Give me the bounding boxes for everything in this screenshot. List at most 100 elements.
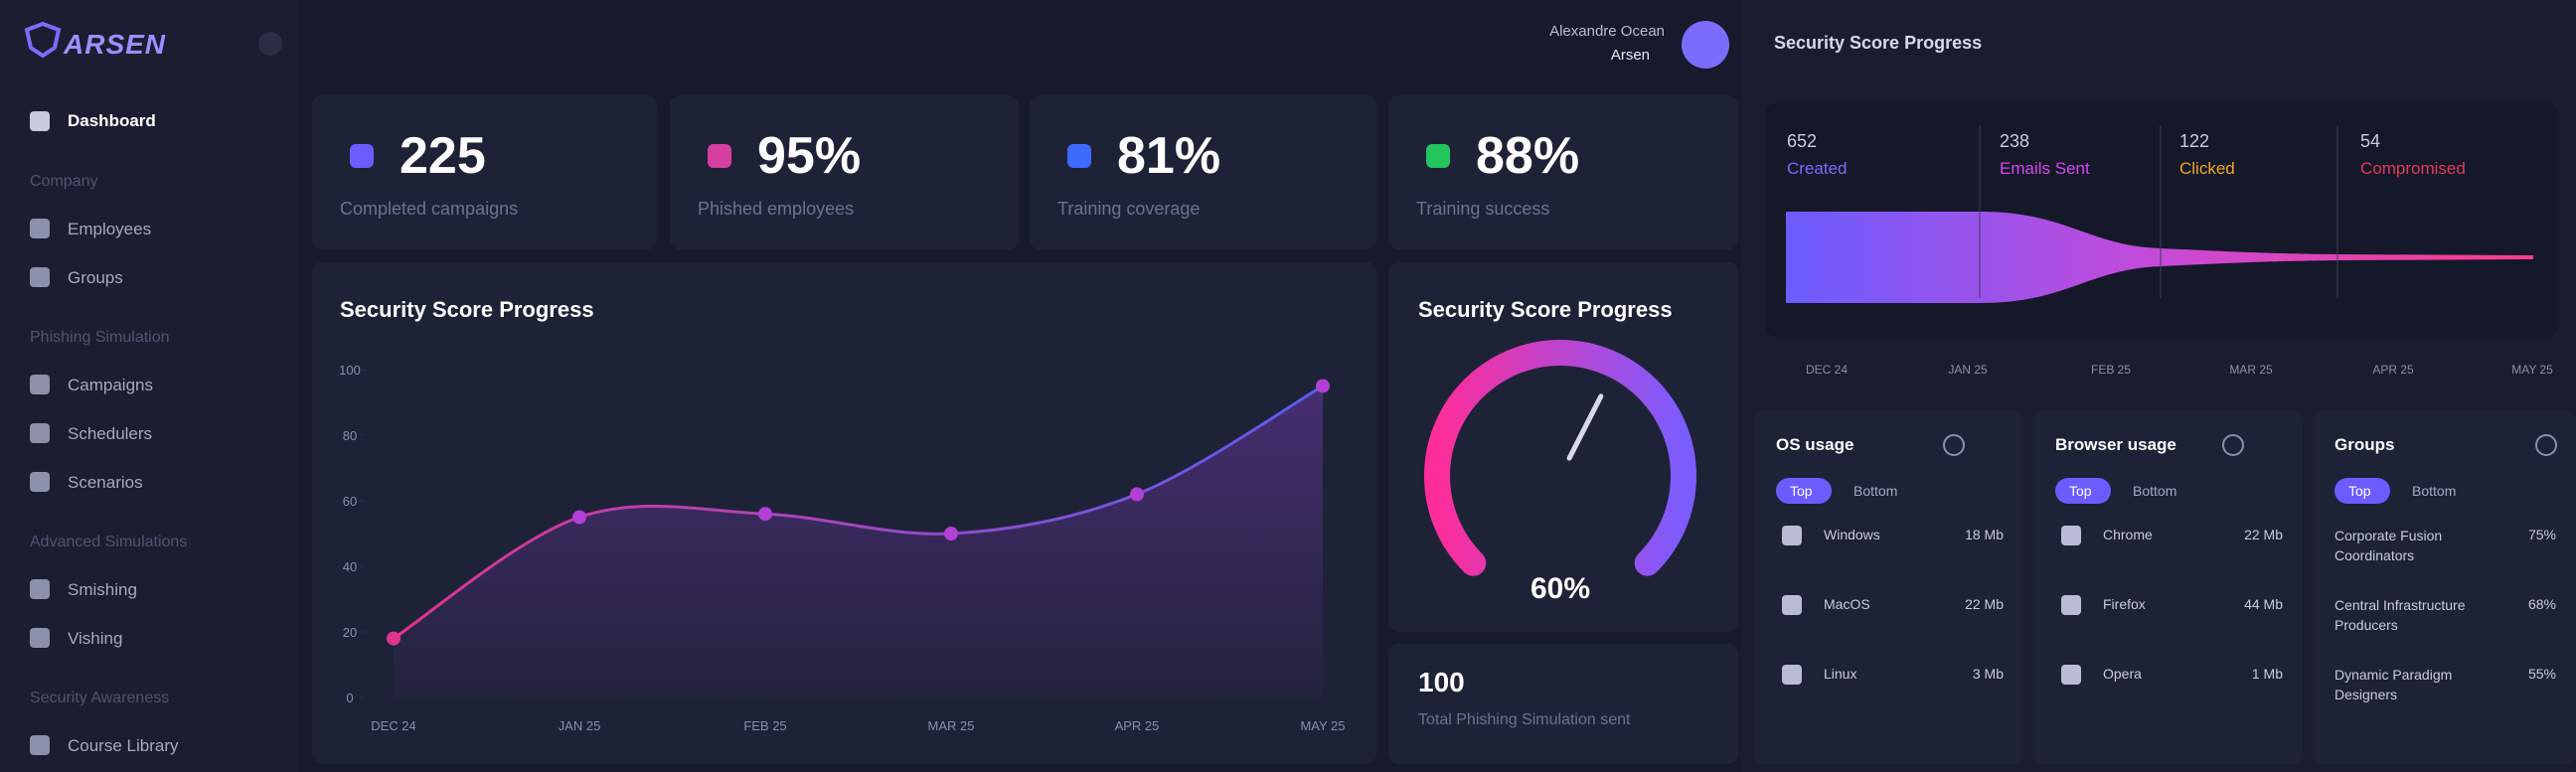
card-title: OS usage [1776,435,1854,454]
nav-item[interactable]: Scenarios [68,473,143,492]
funnel-label: Clicked [2179,159,2235,178]
funnel-shape [1786,212,2533,303]
nav-icon [30,628,50,648]
nav-section: Advanced Simulations [30,534,188,550]
funnel-value: 238 [2000,131,2030,151]
total-value: 100 [1418,667,1465,697]
y-tick-label: 80 [343,428,357,443]
stat-label: Phished employees [698,199,855,219]
row-icon [1782,665,1802,685]
y-tick-label: 20 [343,625,357,640]
funnel-axis-label: APR 25 [2372,363,2414,377]
row-value: 44 Mb [2244,596,2283,612]
stat-card [1388,95,1738,249]
stat-card [312,95,657,249]
line [393,385,1324,640]
funnel-label: Created [1787,159,1848,178]
stat-label: Completed campaigns [340,199,519,219]
collapse-button[interactable] [258,32,282,56]
funnel-axis-label: FEB 25 [2091,363,2131,377]
nav-item[interactable]: Campaigns [68,376,153,394]
stat-icon [1426,144,1450,168]
x-tick-label: JAN 25 [559,718,601,733]
card-title: Groups [2334,435,2395,454]
nav-item[interactable]: Dashboard [68,111,156,130]
nav-icon [30,111,50,131]
nav-icon [30,267,50,287]
y-tick-label: 60 [343,494,357,509]
tab[interactable]: Bottom [1853,483,1898,499]
stat-label: Training success [1416,199,1550,219]
point [1316,379,1330,393]
tab-pill [1776,478,1832,504]
tab-pill [2334,478,2390,504]
gauge-value: 60% [1530,572,1590,605]
point [944,527,958,540]
tab[interactable]: Bottom [2412,483,2457,499]
nav-item[interactable]: Schedulers [68,424,153,443]
nav-section: Company [30,173,98,190]
y-tick-label: 40 [343,559,357,574]
row-name: Central Infrastructure Producers [2334,597,2466,633]
x-tick-label: MAY 25 [1300,718,1345,733]
x-tick-label: MAR 25 [928,718,975,733]
nav-icon [30,735,50,755]
gauge-arc [1424,340,1696,576]
stat-value: 225 [400,127,486,185]
point [1130,487,1144,502]
point [758,507,772,522]
browser-card [2033,410,2303,764]
row-icon [1782,595,1802,615]
row-value: 18 Mb [1965,527,2004,542]
row-name: Linux [1824,666,1857,682]
logo: ARSEN [64,29,167,60]
nav-item[interactable]: Course Library [68,736,179,755]
stat-label: Training coverage [1057,199,1201,219]
row-name: MacOS [1824,596,1870,612]
stat-icon [708,144,731,168]
x-tick-label: DEC 24 [371,718,416,733]
stat-icon [350,144,374,168]
row-value: 3 Mb [1972,666,2004,682]
funnel-value: 54 [2360,131,2381,151]
nav-item[interactable]: Smishing [68,580,137,599]
nav-item[interactable]: Vishing [68,629,123,648]
tab[interactable]: Top [2069,483,2092,499]
nav-icon [30,375,50,394]
funnel-label: Compromised [2360,159,2466,178]
x-tick-label: APR 25 [1115,718,1160,733]
stat-value: 81% [1117,127,1221,185]
funnel-label: Emails Sent [2000,159,2090,178]
os-card [1754,410,2023,764]
row-name: Firefox [2103,596,2146,612]
funnel-value: 652 [1787,131,1818,151]
chart-title: Security Score Progress [340,297,594,322]
info-icon [1943,434,1965,456]
nav-icon [30,579,50,599]
nav-icon [30,423,50,443]
y-tick-label: 100 [339,363,361,378]
tab-pill [2055,478,2111,504]
panel-title: Security Score Progress [1774,33,1983,53]
row-value: 75% [2527,527,2556,542]
row-icon [2061,526,2081,545]
tab[interactable]: Bottom [2133,483,2177,499]
nav-item[interactable]: Employees [68,220,152,238]
org-select[interactable]: Arsen [1610,47,1650,64]
groups-card [2313,410,2576,764]
info-icon [2535,434,2557,456]
logo-icon [24,21,62,59]
funnel-axis-label: DEC 24 [1806,363,1848,377]
point [572,510,586,525]
funnel-value: 122 [2179,131,2210,151]
info-icon [2222,434,2244,456]
tab[interactable]: Top [2348,483,2371,499]
row-name: Chrome [2103,527,2153,542]
stat-value: 95% [757,127,862,185]
tab[interactable]: Top [1790,483,1813,499]
nav-item[interactable]: Groups [68,268,123,287]
nav-icon [30,219,50,238]
avatar[interactable] [1682,21,1729,69]
row-value: 22 Mb [2244,527,2283,542]
